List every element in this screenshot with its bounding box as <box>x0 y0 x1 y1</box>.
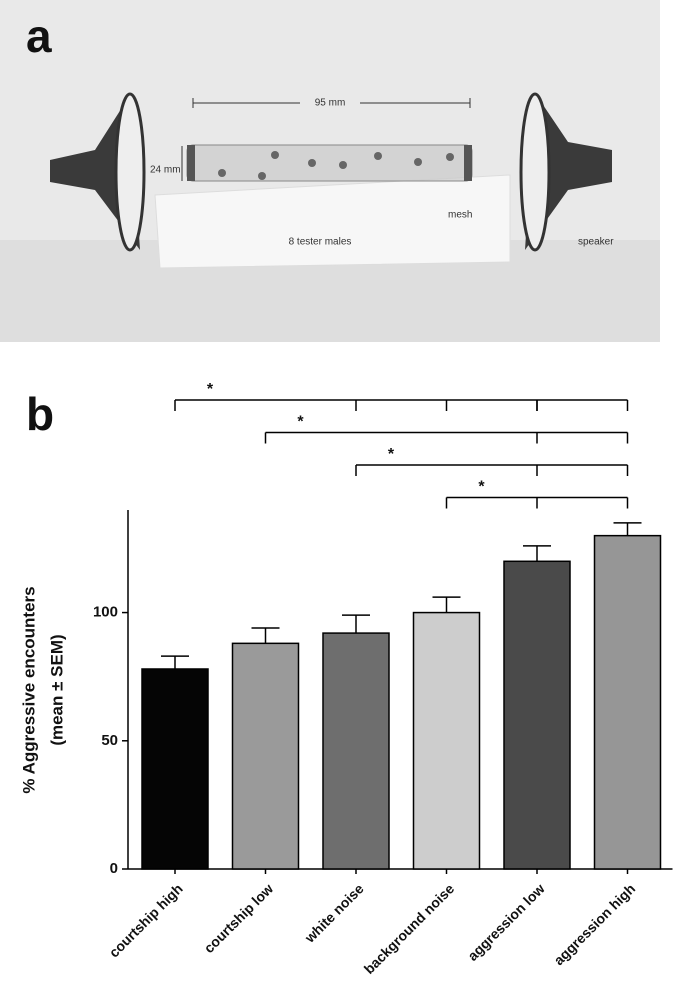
y-tick-label: 50 <box>101 732 118 749</box>
significance-star: * <box>207 381 214 398</box>
speaker-label: speaker <box>578 237 614 248</box>
bar <box>412 611 481 870</box>
mesh-end <box>187 145 195 181</box>
speaker-cone <box>114 92 146 252</box>
significance-star: * <box>297 414 304 431</box>
bar <box>231 642 300 870</box>
mesh-end <box>464 145 472 181</box>
label-bg <box>300 96 360 110</box>
x-tick-label: white noise <box>301 880 367 946</box>
y-axis-label: (mean ± SEM) <box>47 634 66 745</box>
panel-label: a <box>26 10 52 62</box>
illustration: a 95 mm 24 mm mesh 8 tester males speake… <box>0 0 660 342</box>
bar <box>503 560 571 870</box>
length-label: 95 mm <box>315 98 346 109</box>
x-tick-label: courtship high <box>106 880 186 960</box>
mesh-label: mesh <box>448 210 472 221</box>
box <box>154 174 511 269</box>
bar <box>593 534 662 870</box>
x-tick-label: aggression low <box>464 880 547 963</box>
y-tick-label: 100 <box>93 604 118 621</box>
tube <box>186 144 473 182</box>
diameter-label: 24 mm <box>150 165 181 176</box>
significance-star: * <box>388 446 395 463</box>
speaker-cone <box>519 92 551 252</box>
bar <box>141 668 209 870</box>
x-tick-label: aggression high <box>550 880 638 968</box>
flies <box>218 151 454 180</box>
flies-label: 8 tester males <box>289 237 352 248</box>
panel-label: b <box>26 388 54 440</box>
y-axis-label: % Aggressive encounters <box>19 586 38 793</box>
x-tick-label: courtship low <box>201 880 277 956</box>
y-tick-label: 0 <box>110 860 118 877</box>
bar <box>322 632 390 870</box>
significance-star: * <box>478 479 485 496</box>
x-tick-label: background noise <box>361 880 458 977</box>
